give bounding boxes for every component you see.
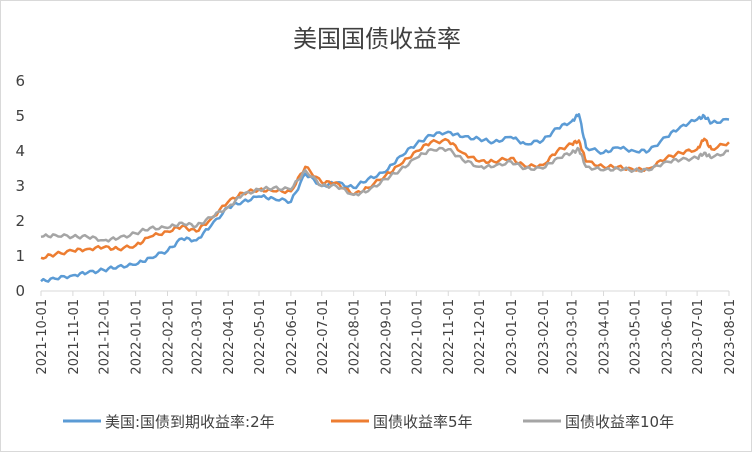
y-tick-label: 6: [15, 72, 25, 90]
y-tick-label: 0: [15, 282, 25, 300]
series-layer: [40, 113, 730, 283]
x-tick-label: 2022-07-01: [316, 299, 331, 375]
x-tick-label: 2023-08-01: [723, 299, 738, 375]
series-line: [40, 113, 730, 283]
x-tick-label: 2023-02-01: [537, 299, 552, 375]
x-tick-label: 2021-11-01: [67, 299, 82, 375]
x-tick-label: 2022-10-01: [410, 299, 425, 375]
x-tick-label: 2022-02-01: [161, 299, 176, 375]
x-tick-label: 2022-01-01: [130, 299, 145, 375]
x-tick-label: 2022-12-01: [473, 299, 488, 375]
x-tick-label: 2022-03-01: [190, 299, 205, 375]
x-tick-label: 2023-05-01: [628, 299, 643, 375]
x-tick-label: 2022-11-01: [442, 299, 457, 375]
legend-label: 国债收益率10年: [565, 413, 674, 431]
x-tick-label: 2023-06-01: [660, 299, 675, 375]
x-tick-label: 2022-04-01: [222, 299, 237, 375]
x-tick-label: 2022-05-01: [253, 299, 268, 375]
y-axis: 0 1 2 3 4 5 6: [15, 72, 25, 300]
y-tick-label: 5: [15, 107, 25, 125]
y-tick-label: 3: [15, 177, 25, 195]
x-tick-label: 2022-08-01: [348, 299, 363, 375]
series-line: [40, 137, 730, 260]
x-axis: 2021-10-01 2021-11-01 2021-12-01 2022-01-01…: [35, 290, 738, 375]
x-tick-label: 2023-03-01: [566, 299, 581, 375]
y-tick-label: 2: [15, 212, 25, 230]
x-tick-label: 2022-09-01: [380, 299, 395, 375]
legend: 美国:国债到期收益率:2年 国债收益率5年 国债收益率10年: [63, 413, 674, 431]
x-tick-label: 2022-06-01: [285, 299, 300, 375]
legend-label: 国债收益率5年: [373, 413, 473, 431]
x-tick-label: 2021-10-01: [35, 299, 50, 375]
x-tick-label: 2021-12-01: [98, 299, 113, 375]
x-tick-label: 2023-07-01: [691, 299, 706, 375]
y-tick-label: 4: [15, 142, 25, 160]
series-line: [40, 146, 730, 243]
x-tick-label: 2023-04-01: [598, 299, 613, 375]
x-tick-label: 2023-01-01: [505, 299, 520, 375]
y-tick-label: 1: [15, 247, 25, 265]
legend-label: 美国:国债到期收益率:2年: [105, 413, 275, 431]
chart-title: 美国国债收益率: [293, 25, 461, 53]
